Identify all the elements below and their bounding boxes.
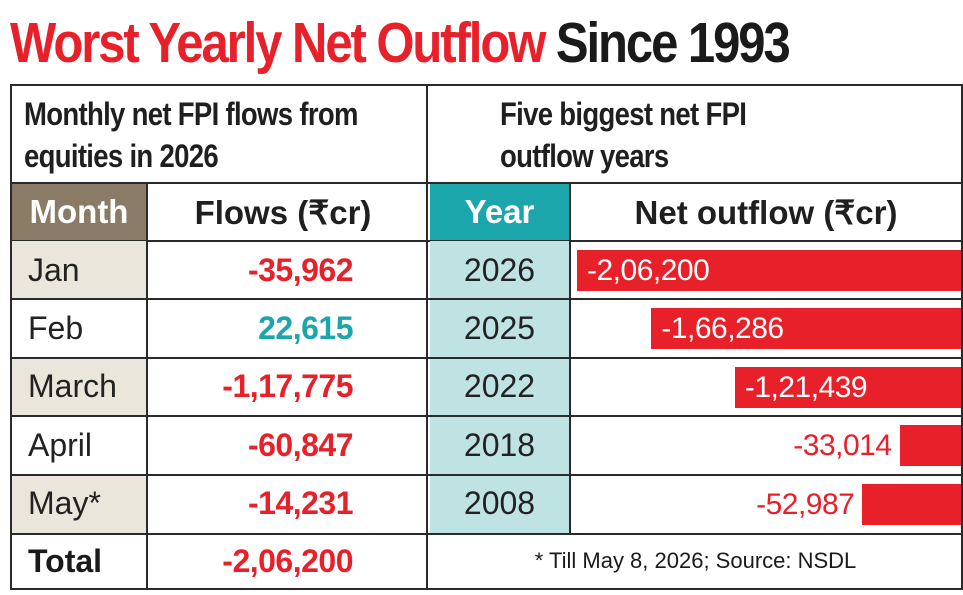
outflow-bar: [899, 425, 961, 467]
title-part-dark: Since 1993: [555, 11, 791, 75]
month-column-divider: [146, 184, 148, 588]
left-panel-heading: Monthly net FPI flows from equities in 2…: [24, 96, 358, 174]
year-column-header: Year: [430, 184, 569, 240]
month-cell: Feb: [28, 309, 84, 346]
outflow-bar: [862, 483, 961, 525]
right-panel-frame: [428, 84, 963, 590]
row-divider: [10, 415, 963, 418]
flow-value-cell: 22,615: [258, 309, 353, 346]
year-cell: 2008: [463, 485, 536, 522]
year-cell: 2018: [463, 426, 536, 463]
year-cell: 2025: [463, 309, 536, 346]
chart-title: Worst Yearly Net Outflow Since 1993: [10, 8, 791, 78]
total-row-rule: [10, 533, 963, 535]
flows-column-header: Flows (₹cr): [194, 193, 372, 231]
total-label: Total: [28, 542, 103, 579]
year-cell: 2026: [463, 251, 536, 288]
flow-value-cell: -14,231: [247, 485, 354, 522]
outflow-bar-label: -33,014: [793, 429, 892, 463]
title-part-red: Worst Yearly Net Outflow: [10, 11, 546, 75]
source-footnote: * Till May 8, 2026; Source: NSDL: [534, 548, 857, 573]
outflow-bar-label: -2,06,200: [587, 254, 710, 287]
outflow-bar: [651, 308, 961, 350]
outflow-bar-label: -1,21,439: [744, 370, 868, 404]
header-top-rule: [10, 182, 963, 184]
flow-value-cell: -60,847: [247, 426, 354, 463]
year-cell: 2022: [463, 368, 536, 405]
month-cell: April: [28, 426, 93, 463]
left-panel-frame: [10, 84, 428, 590]
outflow-bar: [577, 250, 961, 291]
outflow-bar: [734, 366, 961, 408]
total-value: -2,06,200: [222, 542, 353, 579]
row-divider: [10, 473, 963, 476]
right-panel-heading: Five biggest net FPI outflow years: [500, 96, 747, 174]
flow-value-cell: -1,17,775: [222, 368, 353, 405]
flow-value-cell: -35,962: [247, 251, 354, 288]
outflow-bar-label: -1,66,286: [661, 312, 784, 346]
month-cell: March: [12, 357, 146, 416]
row-divider: [10, 356, 963, 359]
year-column-divider: [569, 184, 571, 534]
outflow-bar-label: -52,987: [756, 487, 855, 521]
month-cell: Jan: [12, 241, 146, 299]
month-column-header: Month: [12, 184, 146, 240]
row-divider: [10, 298, 963, 301]
outflow-column-header: Net outflow (₹cr): [634, 193, 898, 231]
year-column-background: [430, 241, 569, 533]
month-cell: May*: [12, 474, 146, 533]
